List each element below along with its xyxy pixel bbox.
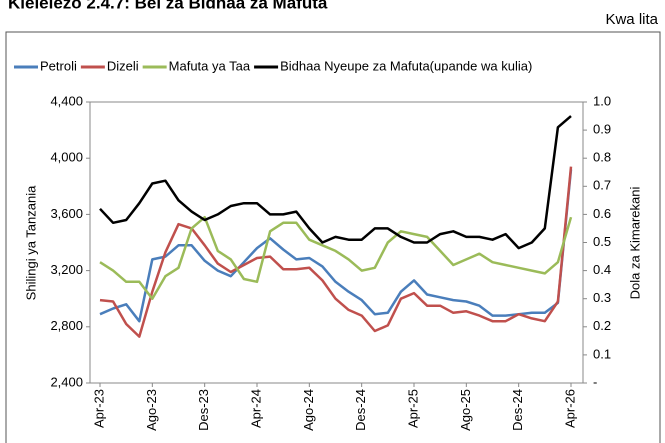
y-tick-label: 3,600 (50, 206, 83, 221)
y2-tick-label: 0.4 (593, 262, 611, 277)
x-tick-label: Ago-23 (144, 389, 159, 431)
series-line (99, 169, 573, 323)
legend-label: Petroli (40, 58, 77, 73)
y-tick-label: 4,400 (50, 93, 83, 108)
y2-axis-label: Dola za Kimarekani (627, 187, 642, 300)
x-tick-label: Des-23 (196, 389, 211, 431)
y-tick-label: 4,000 (50, 150, 83, 165)
x-tick-label: Apr-25 (405, 389, 420, 428)
legend-label: Dizeli (107, 58, 139, 73)
plot-area (89, 101, 584, 384)
y2-tick-label: 0.6 (593, 206, 611, 221)
y2-tick-label: 0.8 (593, 150, 611, 165)
x-tick-label: Des-24 (510, 389, 525, 431)
x-tick-label: Apr-23 (91, 389, 106, 428)
y-tick-label: 2,400 (50, 374, 83, 389)
x-tick-label: Ago-24 (301, 389, 316, 431)
legend-label: Mafuta ya Taa (169, 58, 251, 73)
y2-tick-label: 0.9 (593, 122, 611, 137)
chart-title: Kielelezo 2.4.7: Bei za Bidhaa za Mafuta (8, 0, 328, 12)
x-tick-label: Apr-24 (248, 389, 263, 428)
y2-tick-label: 1.0 (593, 93, 611, 108)
y2-tick-label: 0.7 (593, 178, 611, 193)
series-line (99, 166, 573, 338)
series-line (99, 115, 572, 250)
y2-tick-label: 0.2 (593, 318, 611, 333)
y-tick-label: 2,800 (50, 318, 83, 333)
y2-tick-label: 0.3 (593, 290, 611, 305)
x-tick-label: Ago-25 (458, 389, 473, 431)
y-axis-label: Shilingi ya Tanzania (23, 185, 38, 300)
x-tick-label: Apr-26 (562, 389, 577, 428)
y2-tick-label: - (593, 374, 597, 389)
y2-tick-label: 0.1 (593, 346, 611, 361)
chart-frame (5, 31, 661, 443)
x-tick-label: Des-24 (353, 389, 368, 431)
y2-tick-label: 0.5 (593, 234, 611, 249)
chart-subtitle: Kwa lita (605, 11, 658, 28)
series-line (99, 215, 573, 300)
legend-label: Bidhaa Nyeupe za Mafuta(upande wa kulia) (280, 58, 532, 73)
y-tick-label: 3,200 (50, 262, 83, 277)
